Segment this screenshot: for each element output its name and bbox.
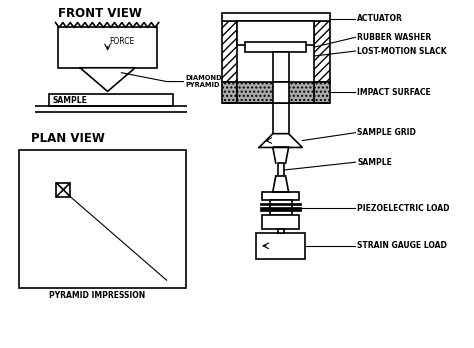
Bar (222, 81, 237, 103)
Text: IMPACT SURFACE: IMPACT SURFACE (357, 88, 431, 97)
Text: PLAN VIEW: PLAN VIEW (31, 132, 105, 145)
Bar (314, 21, 330, 81)
Bar (262, 192, 300, 199)
Bar (49, 94, 173, 106)
Text: SAMPLE: SAMPLE (357, 158, 392, 167)
Polygon shape (80, 68, 135, 92)
Text: LOST-MOTION SLACK: LOST-MOTION SLACK (357, 47, 447, 56)
Bar (273, 52, 289, 81)
Bar (273, 81, 289, 103)
Polygon shape (273, 176, 289, 192)
Bar (256, 233, 305, 259)
Bar (278, 163, 283, 176)
Text: SAMPLE: SAMPLE (53, 96, 87, 105)
Text: PYRAMID IMPRESSION: PYRAMID IMPRESSION (49, 291, 145, 300)
Polygon shape (259, 134, 302, 148)
Bar (19, 150, 186, 288)
Bar (222, 21, 237, 81)
Bar (222, 13, 330, 21)
Text: RUBBER WASHER: RUBBER WASHER (357, 33, 432, 42)
Bar (237, 21, 314, 45)
Text: STRAIN GAUGE LOAD: STRAIN GAUGE LOAD (357, 241, 447, 250)
Bar (245, 42, 306, 52)
Bar (260, 203, 301, 205)
Polygon shape (273, 148, 289, 163)
Bar (270, 199, 292, 215)
Text: SAMPLE GRID: SAMPLE GRID (357, 128, 416, 137)
Bar (273, 103, 289, 134)
Bar (260, 207, 301, 211)
Bar (56, 183, 70, 197)
Bar (237, 81, 314, 103)
Text: PIEZOELECTRIC LOAD: PIEZOELECTRIC LOAD (357, 204, 450, 213)
Text: DIAMOND
PYRAMID: DIAMOND PYRAMID (185, 75, 222, 88)
Bar (58, 27, 157, 68)
Bar (314, 81, 330, 103)
Text: FORCE: FORCE (109, 37, 135, 46)
Text: ACTUATOR: ACTUATOR (357, 14, 403, 23)
Bar (262, 215, 300, 229)
Bar (278, 229, 283, 233)
Text: FRONT VIEW: FRONT VIEW (58, 7, 142, 20)
